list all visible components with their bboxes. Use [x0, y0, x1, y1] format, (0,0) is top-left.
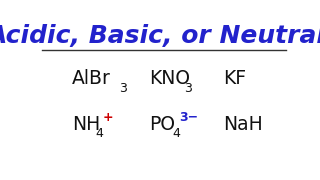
Text: AlBr: AlBr	[72, 69, 111, 88]
Text: NaH: NaH	[224, 115, 263, 134]
Text: KNO: KNO	[149, 69, 190, 88]
Text: 4: 4	[96, 127, 103, 140]
Text: Acidic, Basic, or Neutral?: Acidic, Basic, or Neutral?	[0, 24, 320, 48]
Text: NH: NH	[72, 115, 100, 134]
Text: 3: 3	[184, 82, 192, 95]
Text: +: +	[102, 111, 113, 124]
Text: PO: PO	[149, 115, 175, 134]
Text: 4: 4	[172, 127, 180, 140]
Text: KF: KF	[224, 69, 247, 88]
Text: 3−: 3−	[180, 111, 198, 124]
Text: 3: 3	[119, 82, 127, 95]
